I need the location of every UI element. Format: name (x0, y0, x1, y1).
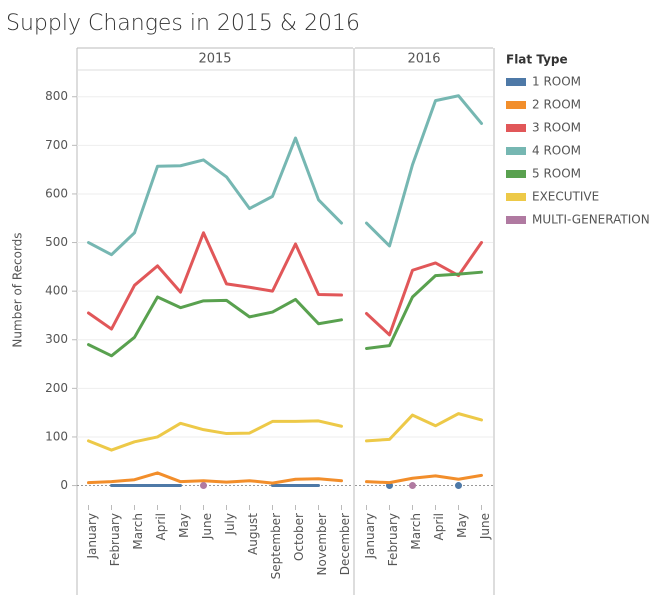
x-tick-label: June (200, 513, 214, 540)
legend-swatch (506, 216, 526, 224)
line (365, 241, 483, 337)
line (365, 473, 483, 485)
point (455, 482, 462, 490)
point (409, 482, 416, 490)
x-tick-label: August (246, 513, 260, 555)
x-tick-label: April (154, 513, 168, 540)
point (200, 482, 207, 490)
x-tick-label: January (85, 513, 99, 560)
x-tick-label: May (177, 513, 191, 538)
x-tick-label: March (409, 513, 423, 550)
legend-swatch (506, 124, 526, 132)
x-tick-label: February (108, 513, 122, 566)
y-tick-label: 400 (45, 284, 68, 298)
legend-label: 4 ROOM (532, 144, 581, 158)
legend-label: 5 ROOM (532, 167, 581, 181)
x-tick-label: July (223, 513, 237, 536)
x-tick-label: February (386, 513, 400, 566)
panel-header: 2015 (198, 52, 231, 67)
line (87, 295, 343, 358)
line (365, 270, 483, 350)
y-tick-label: 200 (45, 381, 68, 395)
line (87, 471, 343, 485)
x-tick-label: December (338, 513, 352, 575)
y-tick-label: 600 (45, 186, 68, 200)
line (87, 419, 343, 452)
y-axis-label: Number of Records (11, 232, 25, 347)
legend-swatch (506, 193, 526, 201)
panel-header: 2016 (407, 52, 440, 67)
y-tick-label: 700 (45, 138, 68, 152)
legend-swatch (506, 78, 526, 86)
y-tick-label: 500 (45, 235, 68, 249)
line (365, 94, 483, 248)
x-tick-label: April (432, 513, 446, 540)
y-tick-label: 300 (45, 332, 68, 346)
legend-swatch (506, 170, 526, 178)
x-tick-label: March (131, 513, 145, 550)
legend-label: EXECUTIVE (532, 190, 599, 204)
x-tick-label: May (455, 513, 469, 538)
line (87, 231, 343, 331)
line (365, 412, 483, 443)
x-tick-label: June (478, 513, 492, 540)
legend-swatch (506, 147, 526, 155)
legend-title: Flat Type (506, 53, 568, 67)
chart-title: Supply Changes in 2015 & 2016 (6, 11, 360, 36)
x-tick-label: September (269, 513, 283, 579)
legend-label: 3 ROOM (532, 121, 581, 135)
legend-label: 1 ROOM (532, 75, 581, 89)
x-tick-label: January (363, 513, 377, 560)
x-tick-label: November (315, 513, 329, 575)
x-tick-label: October (292, 513, 306, 561)
legend-label: 2 ROOM (532, 98, 581, 112)
y-tick-label: 100 (45, 429, 68, 443)
y-tick-label: 0 (60, 478, 68, 492)
line (87, 136, 343, 257)
legend-label: MULTI-GENERATION (532, 213, 650, 227)
y-tick-label: 800 (45, 89, 68, 103)
legend-swatch (506, 101, 526, 109)
